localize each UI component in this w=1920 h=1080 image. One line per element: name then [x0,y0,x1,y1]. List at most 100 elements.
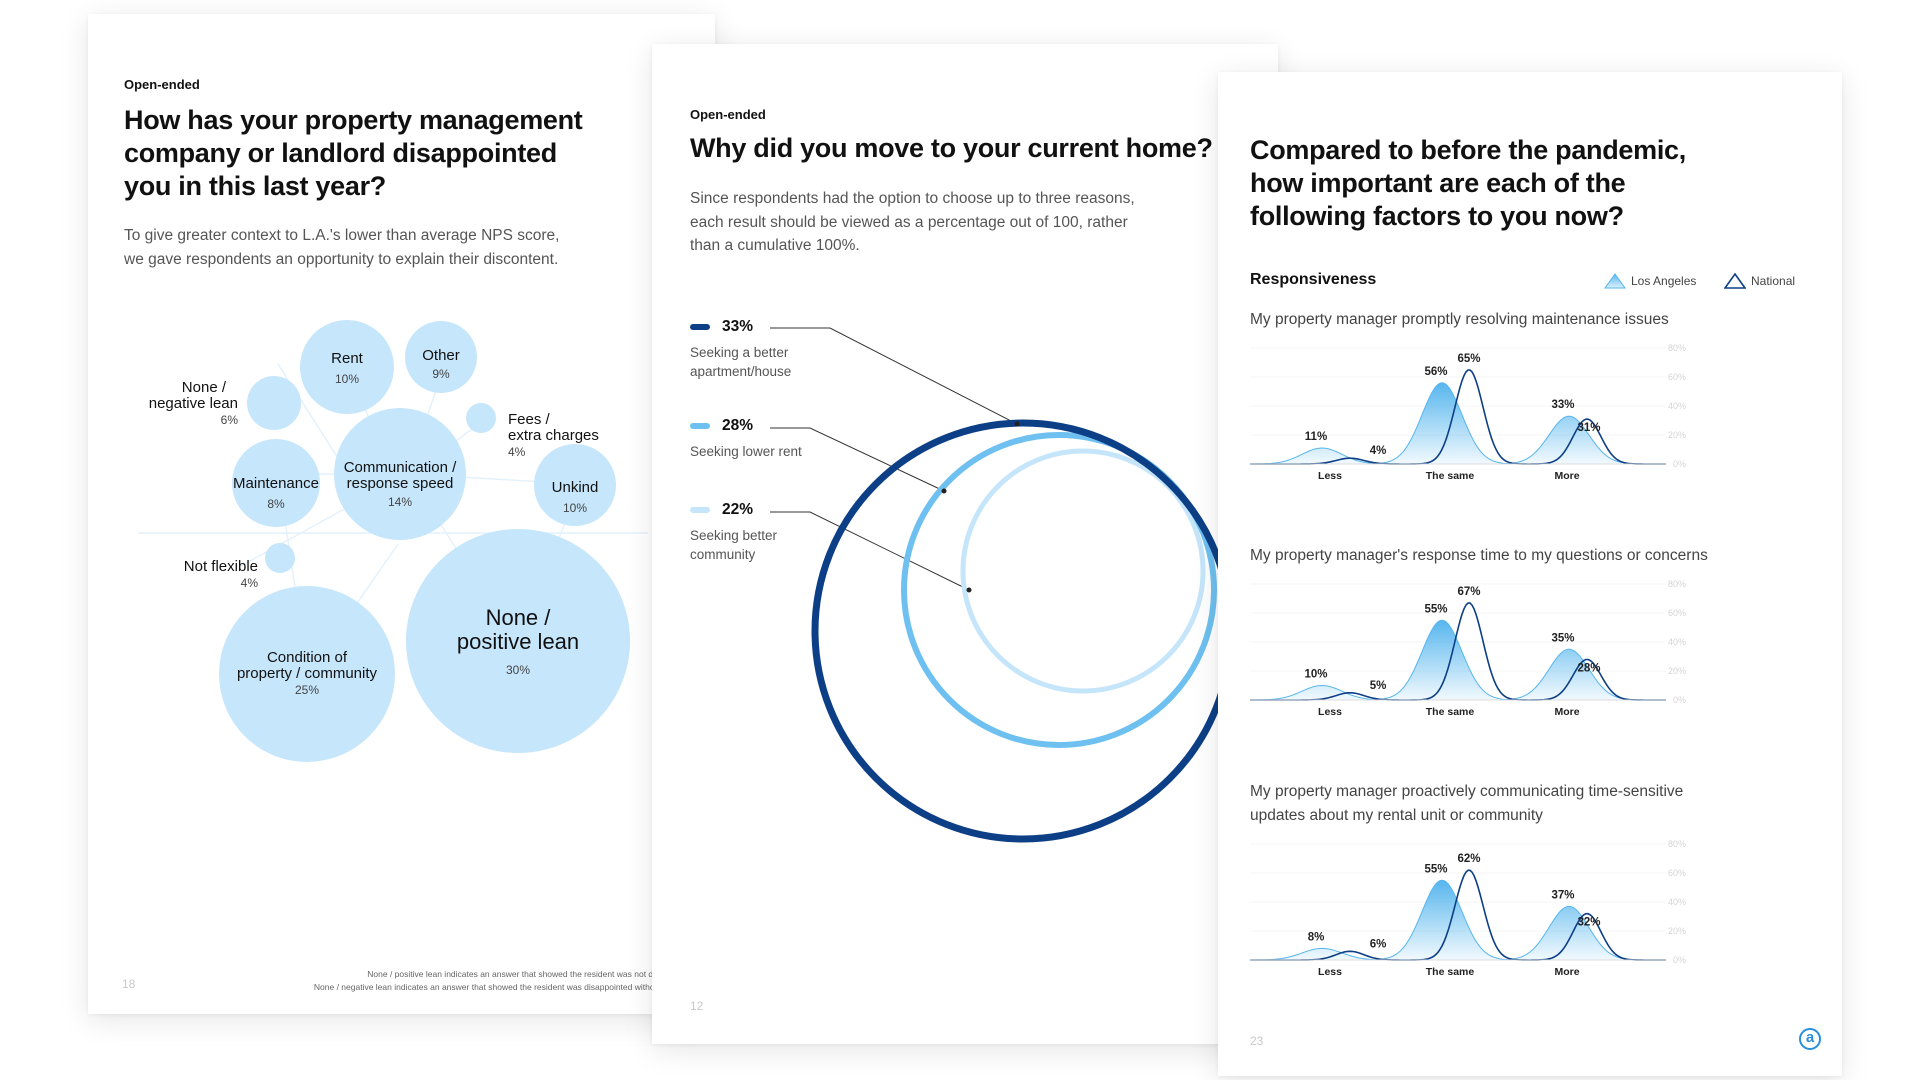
category-label: The same [1426,706,1475,718]
bubble-label-rent: Rent 10% [307,351,387,387]
legend-value: 33% [722,318,754,335]
bubble-label-line: None / [485,605,551,630]
bubble-chart [138,320,648,762]
bubble-label-fees: Fees / extra charges 4% [508,412,628,460]
leader-lines [770,327,1018,591]
bubble-value: 4% [240,576,258,590]
value-label-national: 31% [1577,422,1600,434]
leader-dot [941,488,947,494]
leader-line-lower-rent [770,427,945,492]
y-tick-label: 40% [1668,897,1686,907]
y-tick-label: 20% [1668,666,1686,676]
legend-swatch [690,324,710,330]
question-line: updates about my rental unit or communit… [1250,806,1543,824]
legend-label-line: Seeking lower rent [690,444,802,459]
title-line: how important are each of the [1250,168,1626,198]
bubble-value: 8% [267,497,285,511]
page-title: How has your property management company… [124,104,684,203]
bubble-label-line: Rent [331,350,363,367]
legend-label-line: Seeking better [690,528,778,543]
category-label: Less [1318,966,1342,978]
leader-line-better-home [770,327,1018,425]
question-line: My property manager's response time to m… [1250,547,1708,564]
value-label-los-angeles: 55% [1424,863,1447,875]
bubble-label-line: Maintenance [233,475,319,492]
value-label-los-angeles: 56% [1424,366,1447,378]
y-tick-label: 40% [1668,401,1686,411]
circle-lower-rent [901,432,1217,748]
footnote: None / negative lean indicates an answer… [313,982,699,992]
y-tick-label: 80% [1668,839,1686,849]
chart-question: My property manager proactively communic… [1250,780,1830,827]
value-label-national: 67% [1457,586,1480,598]
question-line: My property manager promptly resolving m… [1250,311,1669,328]
y-tick-label: 0% [1673,955,1686,965]
bubble-communication [334,408,466,540]
value-label-los-angeles: 55% [1424,603,1447,615]
chart-question: My property manager's response time to m… [1250,544,1830,568]
bubble-label-line: Not flexible [183,558,258,575]
legend-label-los-angeles: Los Angeles [1631,274,1697,288]
title-line: you in this last year? [124,171,386,201]
bubble-maintenance [232,439,320,527]
value-label-national: 65% [1457,353,1480,365]
y-tick-label: 60% [1668,608,1686,618]
circle-better-community [960,448,1206,694]
bubble-label-maintenance: Maintenance 8% [216,476,336,512]
legend-value: 28% [722,417,754,434]
leader-line-better-community [770,511,970,591]
bubble-none-negative [247,376,301,430]
category-label: The same [1426,470,1475,482]
legend-label-line: community [690,547,756,562]
value-label-national: 4% [1370,445,1387,457]
bubble-fees [466,403,496,433]
series-line-los-angeles [1249,619,1666,701]
category-label: Less [1318,470,1342,482]
bubble-label-line: negative lean [148,395,238,412]
page-number: 23 [1250,1034,1264,1048]
category-label: Less [1318,706,1342,718]
value-label-national: 5% [1370,680,1387,692]
value-label-national: 32% [1577,917,1600,929]
bubble-label-line: Condition of [266,649,348,666]
bubble-unkind [534,444,616,526]
bubble-label-line: extra charges [508,427,599,444]
bubble-condition-of-property [219,586,395,762]
los-angeles-swatch-icon [1604,273,1626,289]
legend-value: 22% [722,501,754,518]
brand-logo-icon: a [1799,1028,1821,1050]
bubble-other [405,321,477,393]
series-line-national [1250,869,1666,961]
page-title: Compared to before the pandemic, how imp… [1250,134,1810,233]
bubble-label-other: Other 9% [401,348,481,382]
bubble-none-positive [406,529,630,753]
report-page-disappointment: Open-ended How has your property managem… [88,14,715,1014]
intro-line: we gave respondents an opportunity to ex… [124,250,559,268]
bubble-label-line: property / community [236,665,378,682]
y-tick-label: 80% [1668,579,1686,589]
legend-swatch [690,507,710,513]
report-page-move-reasons: Open-ended Why did you move to your curr… [652,44,1278,1044]
title-line: Compared to before the pandemic, [1250,135,1686,165]
bubble-label-line: Communication / [343,459,457,476]
intro-line: than a cumulative 100%. [690,237,860,254]
series-line-national [1250,369,1666,465]
legend-label: Seeking better community [690,526,890,564]
series-area-los-angeles [1250,382,1666,464]
leader-dot [1014,421,1020,427]
section-title: Responsiveness [1250,271,1377,288]
national-swatch-icon [1724,273,1746,289]
y-tick-label: 60% [1668,868,1686,878]
bubble-label-unkind: Unkind 10% [535,480,615,516]
page-intro: To give greater context to L.A.'s lower … [124,224,684,271]
bell-chart-response-time: 80% 60% 40% 20% 0% 10% 55% 35% 5% 67% 28% Less The s… [1249,579,1686,718]
title-line: How has your property management [124,105,583,135]
bubble-value: 9% [432,367,450,381]
value-label-los-angeles: 8% [1308,931,1325,943]
leader-dots [941,421,1020,593]
page-kicker: Open-ended [690,107,766,122]
footnotes: None / positive lean indicates an answer… [199,968,699,994]
page-number: 18 [122,977,136,991]
intro-line: To give greater context to L.A.'s lower … [124,227,560,244]
bubble-label-line: None / [181,379,226,396]
